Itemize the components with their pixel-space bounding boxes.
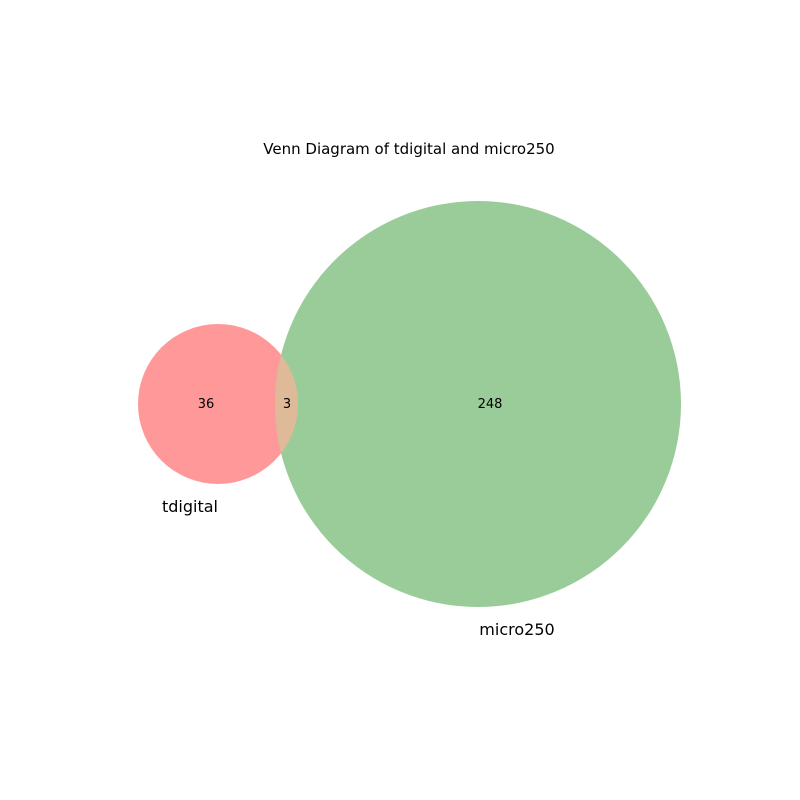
tdigital-set-label: tdigital xyxy=(162,497,218,516)
intersection-count: 3 xyxy=(283,397,291,412)
micro250-only-count: 248 xyxy=(478,397,503,412)
tdigital-only-count: 36 xyxy=(198,397,215,412)
micro250-circle xyxy=(275,201,681,607)
diagram-title: Venn Diagram of tdigital and micro250 xyxy=(263,140,554,158)
tdigital-circle xyxy=(138,324,298,484)
micro250-set-label: micro250 xyxy=(479,620,554,639)
